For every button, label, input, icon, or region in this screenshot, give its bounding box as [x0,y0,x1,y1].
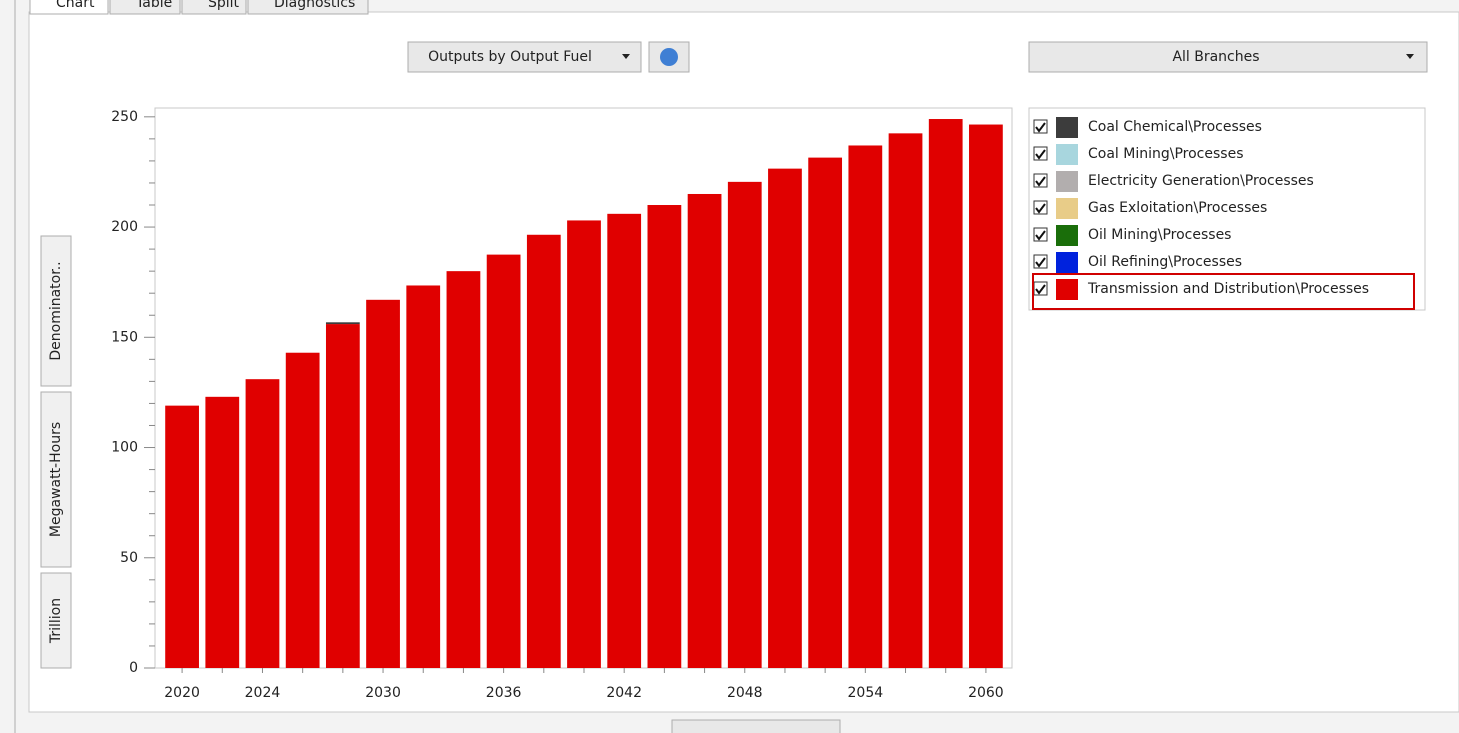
legend-swatch [1056,198,1078,219]
legend-label: Coal Mining\Processes [1088,146,1243,162]
check-mark [1035,149,1046,160]
x-tick-label: 2020 [164,685,200,701]
tab[interactable] [109,0,181,15]
tab-label: Chart [56,0,95,11]
check-mark [1035,176,1046,187]
legend-label: Electricity Generation\Processes [1088,173,1314,189]
y-label: Megawatt-Hours [48,422,64,537]
bar [285,352,320,668]
bar [687,193,722,668]
bottom-button[interactable] [671,719,841,733]
x-tick-label: 2060 [968,685,1004,701]
help-icon [660,48,678,66]
y-label: Denominator.. [48,261,64,360]
legend-swatch [1056,117,1078,138]
legend-label: Gas Exloitation\Processes [1088,200,1267,216]
x-tick-label: 2036 [486,685,522,701]
bar [366,299,400,668]
bar [165,405,199,668]
view-select[interactable] [407,41,642,73]
x-tick-label: 2054 [848,685,884,701]
y-tick-label: 100 [111,440,138,456]
legend-swatch [1056,144,1078,165]
bar [526,234,561,668]
legend-swatch [1056,225,1078,246]
y-tick-label: 50 [120,550,138,566]
legend-label: Coal Chemical\Processes [1088,119,1262,135]
legend-swatch [1056,171,1078,192]
y-label-box[interactable] [40,572,72,669]
bar [888,133,923,669]
bar [325,322,360,325]
legend-swatch [1056,279,1078,300]
y-label-box[interactable] [40,235,72,387]
check-mark [1035,230,1046,241]
bar [205,396,240,668]
legend-checkbox[interactable] [1033,173,1048,188]
legend-checkbox[interactable] [1033,119,1048,134]
bar [486,254,521,668]
check-mark [1035,284,1046,295]
bar [768,168,802,668]
x-tick-label: 2030 [365,685,401,701]
legend-checkbox[interactable] [1033,254,1048,269]
bar [727,181,762,668]
y-tick-label: 0 [129,660,138,676]
legend-label: Oil Mining\Processes [1088,227,1231,243]
tab[interactable] [181,0,247,15]
legend-label: Transmission and Distribution\Processes [1087,281,1369,297]
bar [647,205,682,668]
bar [969,124,1003,669]
highlight-box [1032,273,1415,310]
bar [245,379,280,668]
bar [446,271,481,668]
bar [607,213,642,668]
branch-select-label: All Branches [1172,49,1259,65]
bar [848,145,883,668]
tab-label: Table [135,0,172,11]
branch-select[interactable] [1028,41,1428,73]
tab[interactable] [247,0,369,15]
legend-checkbox[interactable] [1033,146,1048,161]
legend-checkbox[interactable] [1033,281,1048,296]
dropdown-arrow [622,54,630,59]
y-label: Trillion [48,598,64,644]
legend-checkbox[interactable] [1033,227,1048,242]
check-mark [1035,122,1046,133]
x-tick-label: 2024 [245,685,281,701]
x-tick-label: 2042 [606,685,642,701]
y-label-box[interactable] [40,391,72,568]
check-mark [1035,257,1046,268]
x-tick-label: 2048 [727,685,763,701]
tab[interactable] [29,0,109,15]
check-mark [1035,203,1046,214]
y-tick-label: 250 [111,109,138,125]
dropdown-arrow [1406,54,1414,59]
splitter [14,0,16,733]
legend-swatch [1056,252,1078,273]
legend-checkbox[interactable] [1033,200,1048,215]
tab-label: Split [208,0,240,11]
legend-label: Oil Refining\Processes [1088,254,1242,270]
legend [1028,107,1426,311]
view-select-label: Outputs by Output Fuel [428,49,592,65]
y-tick-label: 200 [111,219,138,235]
bar [808,157,843,668]
bar [406,285,441,668]
bar [325,324,360,668]
bar [928,119,963,668]
y-tick-label: 150 [111,329,138,345]
bar [567,220,601,668]
tab-label: Diagnostics [274,0,355,11]
